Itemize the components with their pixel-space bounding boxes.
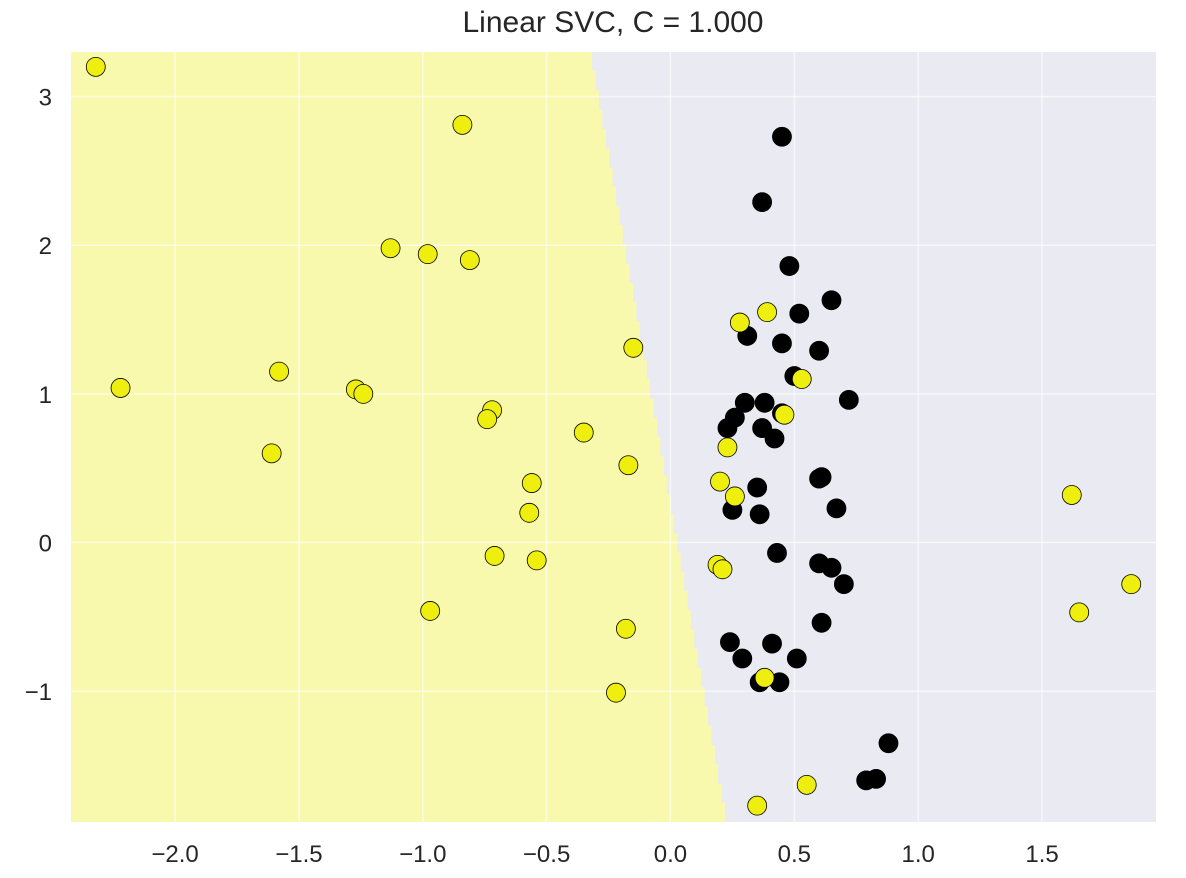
yellow-point (712, 559, 733, 580)
black-point (767, 543, 787, 563)
black-point (811, 612, 832, 633)
yellow-point (269, 361, 289, 382)
scatter-points (85, 56, 1142, 816)
yellow-point (791, 369, 812, 389)
chart-title: Linear SVC, C = 1.000 (462, 6, 764, 39)
yellow-point (717, 437, 738, 458)
y-tick-label: −1 (25, 679, 52, 706)
black-point (752, 192, 773, 213)
x-tick-label: 1.0 (902, 841, 935, 868)
x-axis-ticks: −2.0 −1.5 −1.0 −0.5 0.0 0.5 1.0 1.5 (151, 841, 1058, 868)
yellow-point (774, 404, 795, 425)
x-tick-label: −0.5 (523, 841, 570, 868)
yellow-point (261, 443, 282, 464)
black-point (764, 428, 785, 449)
yellow-point (1121, 574, 1142, 595)
y-tick-label: 1 (39, 382, 52, 409)
yellow-point (724, 486, 745, 507)
yellow-point (615, 618, 636, 639)
yellow-point (521, 473, 542, 493)
yellow-point (353, 383, 374, 404)
black-point (779, 256, 800, 276)
black-point (720, 632, 740, 653)
yellow-point (526, 550, 547, 571)
yellow-point (459, 250, 480, 271)
yellow-point (380, 238, 401, 259)
grid (71, 52, 1156, 822)
yellow-point (757, 302, 777, 323)
yellow-point (519, 502, 540, 523)
yellow-point (1061, 485, 1082, 505)
yellow-point (747, 795, 768, 816)
black-point (833, 574, 854, 595)
yellow-point (618, 455, 639, 476)
yellow-point (710, 471, 730, 492)
yellow-point (573, 422, 594, 443)
y-tick-label: 2 (39, 233, 52, 260)
black-point (747, 477, 768, 498)
yellow-point (796, 774, 817, 795)
black-point (749, 504, 770, 525)
black-point (821, 290, 842, 311)
yellow-point (754, 667, 775, 688)
black-point (809, 340, 830, 361)
yellow-point (606, 682, 626, 703)
y-axis-ticks: −1 0 1 2 3 (25, 85, 52, 707)
x-tick-label: 0.0 (654, 841, 687, 868)
yellow-point (452, 114, 473, 135)
y-tick-label: 0 (39, 531, 52, 558)
yellow-point (1069, 602, 1090, 623)
x-tick-label: −1.5 (275, 841, 322, 868)
black-point (856, 770, 877, 791)
black-point (878, 733, 899, 754)
x-tick-label: −2.0 (151, 841, 198, 868)
black-point (838, 389, 859, 410)
black-point (717, 418, 738, 438)
yellow-point (484, 546, 505, 566)
yellow-point (85, 56, 106, 77)
black-point (732, 648, 753, 669)
yellow-point (110, 378, 131, 398)
black-point (754, 392, 775, 413)
plot-background (71, 52, 1156, 822)
black-point (821, 557, 842, 578)
black-point (762, 633, 782, 654)
black-point (786, 648, 807, 669)
black-point (826, 498, 847, 519)
x-tick-label: 1.5 (1025, 841, 1058, 868)
black-point (734, 392, 755, 413)
black-point (811, 467, 832, 488)
y-tick-label: 3 (39, 85, 52, 112)
yellow-point (420, 601, 441, 621)
yellow-point (477, 409, 498, 430)
yellow-point (417, 244, 438, 265)
x-tick-label: −1.0 (399, 841, 446, 868)
yellow-point (729, 312, 750, 333)
yellow-point (623, 337, 644, 358)
black-point (789, 303, 810, 324)
x-tick-label: 0.5 (778, 841, 811, 868)
black-point (772, 333, 792, 354)
black-point (772, 126, 792, 147)
